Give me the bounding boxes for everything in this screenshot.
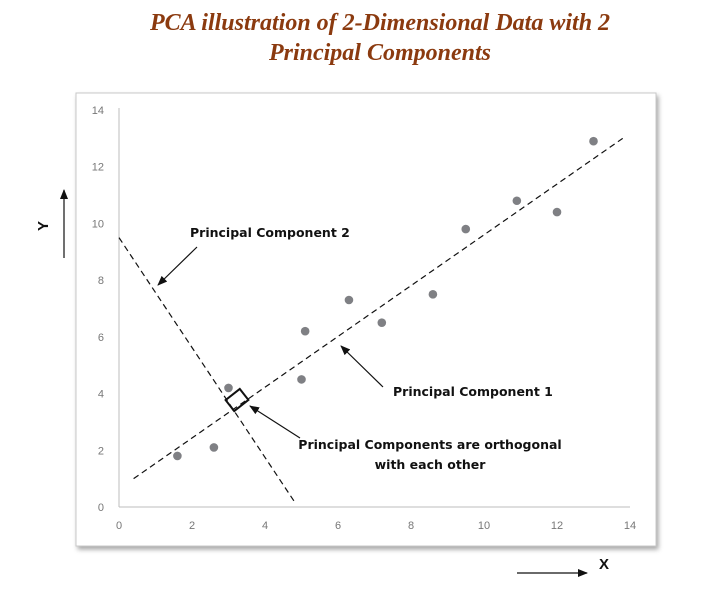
data-point — [209, 443, 219, 452]
data-point — [589, 136, 598, 146]
x-tick-label: 0 — [116, 520, 122, 532]
pc1-arrow — [340, 345, 384, 388]
orthogonal-label-line1: Principal Components are orthogonal — [298, 437, 561, 452]
data-point — [224, 383, 233, 393]
y-tick-label: 4 — [98, 389, 104, 401]
data-point — [300, 326, 310, 336]
x-tick-label: 4 — [262, 520, 268, 532]
tick-labels: 0 2 4 6 8 10 12 14 0 2 4 6 8 10 12 14 — [92, 105, 636, 532]
y-axis-label: Y — [35, 221, 52, 231]
axes — [118, 108, 630, 508]
x-tick-label: 2 — [189, 520, 195, 532]
y-tick-label: 2 — [98, 445, 104, 457]
y-tick-label: 14 — [92, 105, 104, 117]
data-point — [428, 290, 438, 299]
chart-title: PCA illustration of 2-Dimensional Data w… — [0, 8, 720, 68]
data-points — [173, 136, 598, 461]
y-tick-label: 0 — [98, 502, 104, 514]
chart-title-line1: PCA illustration of 2-Dimensional Data w… — [149, 10, 611, 36]
pc2-label: Principal Component 2 — [190, 225, 350, 240]
data-point — [512, 196, 522, 206]
pc2-line — [118, 237, 295, 502]
orthogonal-arrow — [249, 405, 301, 439]
x-tick-label: 10 — [478, 520, 490, 532]
orthogonal-marker — [224, 387, 250, 413]
chart-frame — [75, 92, 657, 547]
y-tick-label: 10 — [92, 218, 104, 230]
component-lines — [118, 137, 624, 502]
y-tick-label: 6 — [98, 332, 104, 344]
orthogonal-label-line2: with each other — [375, 457, 487, 472]
x-tick-label: 12 — [551, 520, 563, 532]
y-tick-label: 8 — [98, 275, 104, 287]
data-point — [344, 295, 354, 305]
data-point — [173, 451, 182, 461]
x-tick-label: 6 — [335, 520, 341, 532]
data-point — [461, 224, 471, 234]
chart-title-line2: Principal Components — [268, 40, 492, 66]
x-tick-label: 14 — [624, 520, 636, 532]
pc2-arrow — [157, 246, 198, 286]
data-point — [297, 375, 306, 384]
pc1-label: Principal Component 1 — [393, 384, 553, 399]
x-axis-label: X — [599, 556, 609, 573]
y-tick-label: 12 — [92, 162, 104, 174]
data-point — [377, 318, 387, 327]
data-point — [552, 207, 562, 217]
x-tick-label: 8 — [408, 520, 414, 532]
